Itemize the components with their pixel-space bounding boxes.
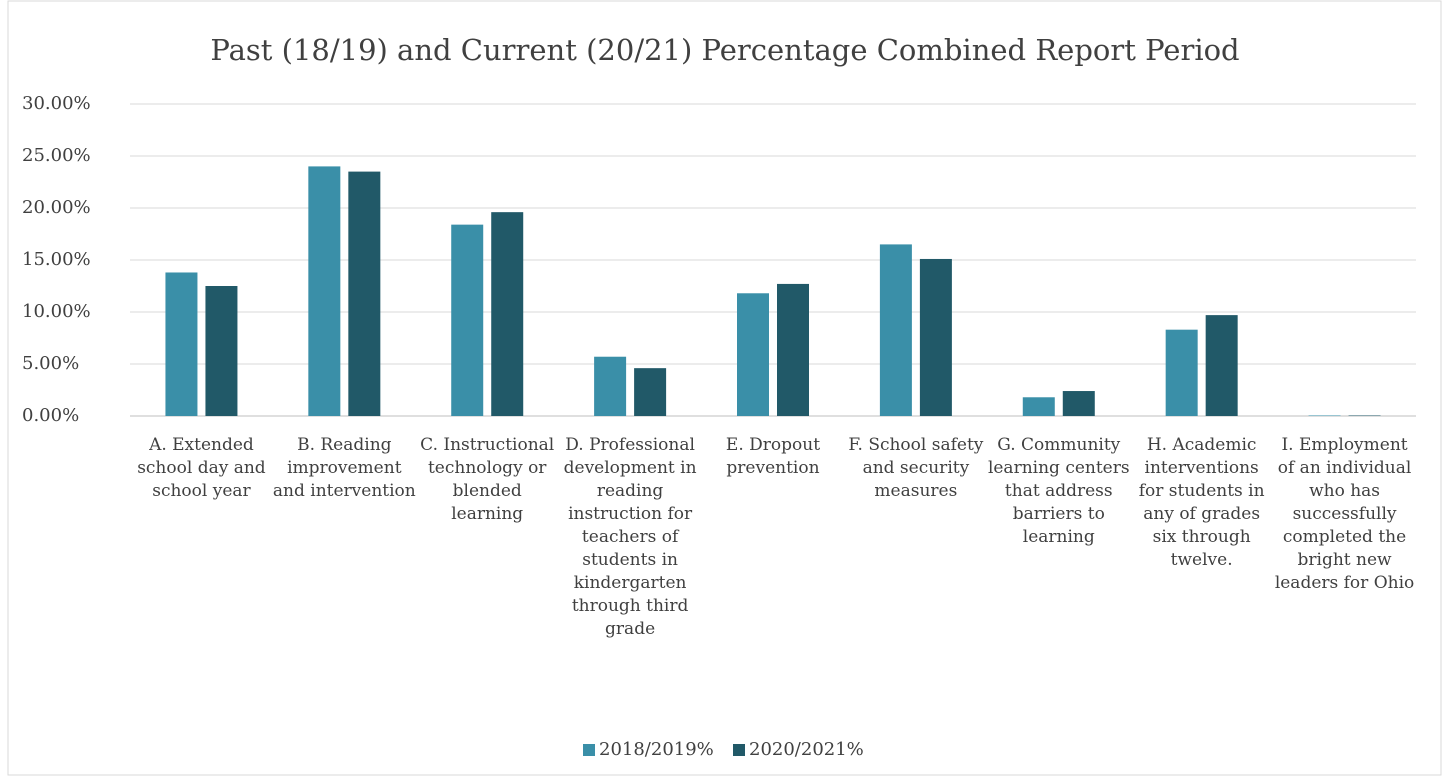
y-tick-label: 20.00% [22,197,91,218]
bar [1022,397,1055,416]
x-tick-label: E. Dropout prevention [725,435,821,478]
bar [777,283,809,416]
bar [451,224,484,416]
x-tick-label: D. Professional development in reading i… [563,435,697,639]
x-tick-label: F. School safety and security measures [848,435,984,501]
legend-swatch [733,744,745,756]
bar [1308,415,1341,416]
legend-label: 2018/2019% [599,739,714,760]
bar [879,244,912,416]
y-tick-label: 0.00% [22,405,79,426]
bar [165,272,198,416]
bar [634,368,667,416]
x-tick-label: G. Community learning centers that addre… [987,435,1130,547]
y-tick-label: 10.00% [22,301,91,322]
chart-border [7,0,1442,776]
x-tick-label: I. Employment of an individual who has s… [1274,435,1415,593]
x-tick-label: H. Academic interventions for students i… [1138,435,1265,570]
bar [1165,329,1198,416]
y-tick-label: 30.00% [22,93,91,114]
legend-swatch [583,744,595,756]
y-tick-label: 15.00% [22,249,91,270]
bar [737,293,769,416]
bar [919,258,952,416]
bar [348,171,381,416]
y-tick-label: 5.00% [22,353,79,374]
bar [594,356,627,416]
y-tick-label: 25.00% [22,145,91,166]
chart-title: Past (18/19) and Current (20/21) Percent… [210,33,1239,67]
x-tick-label: A. Extended school day and school year [137,435,266,501]
x-tick-label: B. Reading improvement and intervention [272,435,416,501]
x-tick-label: C. Instructional technology or blended l… [420,435,555,524]
bar [205,286,238,416]
legend-label: 2020/2021% [749,739,864,760]
bar [491,212,524,416]
bar [1062,391,1095,416]
bar [308,166,341,416]
bar [1205,315,1238,416]
bar [1348,415,1381,416]
